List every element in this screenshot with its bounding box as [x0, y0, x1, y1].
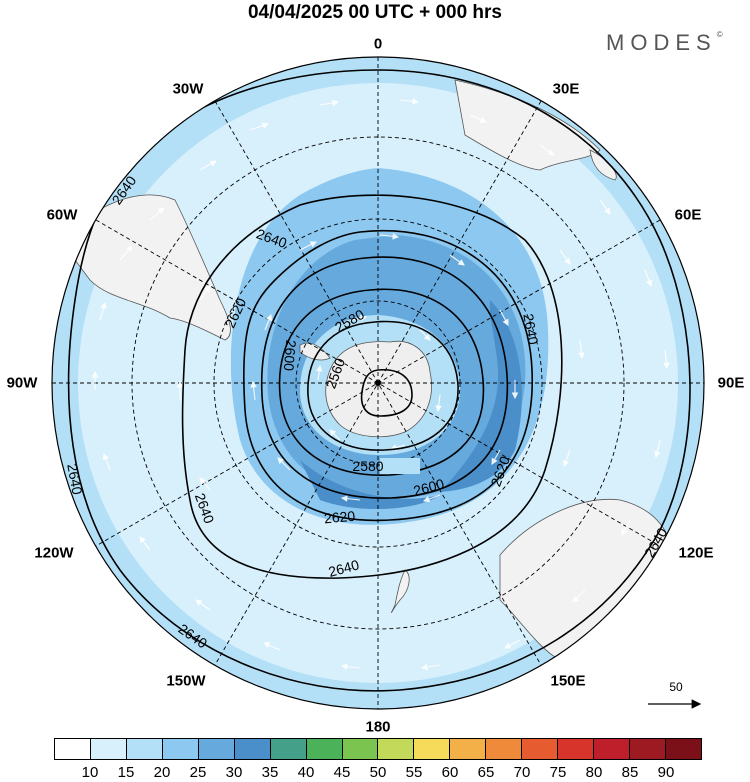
polar-map: 2580 2560 2580 2600 2600 2620 2620 2620 …	[51, 56, 705, 710]
contour-2560	[307, 320, 459, 451]
colorbar-label: 30	[225, 764, 243, 781]
colorbar-label: 10	[81, 764, 99, 781]
colorbar-label: 60	[441, 764, 459, 781]
colorbar-label: 20	[153, 764, 171, 781]
contour-2640-outer	[67, 69, 691, 692]
colorbar-cell	[198, 739, 235, 759]
lon-label-150e: 150E	[550, 672, 586, 690]
vector-reference-label: 50	[669, 680, 683, 694]
colorbar-label: 40	[297, 764, 315, 781]
brand-name: MODES	[606, 30, 717, 55]
wind-band-max	[440, 300, 522, 492]
height-contours	[67, 69, 691, 692]
colorbar-label: 70	[513, 764, 531, 781]
colorbar-cell	[630, 739, 666, 759]
lon-label-120e: 120E	[678, 544, 714, 562]
wind-band-max-2	[300, 460, 440, 510]
colorbar-cell	[450, 739, 487, 759]
colorbar-label: 80	[585, 764, 603, 781]
colorbar-cell	[665, 739, 701, 759]
colorbar-cell	[306, 739, 343, 759]
contour-2640-inner	[181, 194, 563, 579]
lon-label-150w: 150W	[166, 672, 206, 690]
colorbar-cell	[234, 739, 271, 759]
colorbar-cell	[486, 739, 523, 759]
colorbar-label: 15	[117, 764, 135, 781]
colorbar-cell	[522, 739, 559, 759]
contour-2560-core	[360, 369, 413, 417]
brand-mark: ©	[716, 30, 723, 39]
colorbar-cell	[342, 739, 379, 759]
colorbar-cell	[558, 739, 595, 759]
colorbar-cell	[90, 739, 127, 759]
colorbar-label: 45	[333, 764, 351, 781]
lon-label-90w: 90W	[6, 374, 38, 392]
contour-label-2640-b: 2640	[520, 312, 541, 346]
contour-label-2600-b: 2600	[412, 475, 446, 499]
colorbar-cell	[162, 739, 199, 759]
contour-label-2600-a: 2600	[281, 339, 300, 372]
lon-label-90e: 90E	[717, 374, 745, 392]
lon-label-30w: 30W	[172, 80, 204, 98]
lon-label-30e: 30E	[552, 80, 580, 98]
colorbar-cell	[378, 739, 415, 759]
lon-label-60e: 60E	[674, 206, 702, 224]
contour-label-2640-d: 2640	[327, 556, 361, 580]
wind-vectors	[91, 98, 670, 671]
contour-label-2580-a: 2580	[352, 458, 383, 474]
map-border	[51, 56, 705, 710]
map-title: 04/04/2025 00 UTC + 000 hrs	[247, 2, 503, 23]
colorbar-label: 50	[369, 764, 387, 781]
land-new-zealand	[390, 569, 410, 614]
lon-label-120w: 120W	[34, 544, 74, 562]
colorbar-label: 65	[477, 764, 495, 781]
lon-label-60w: 60W	[46, 206, 78, 224]
contour-label-2620-b: 2620	[323, 508, 356, 527]
colorbar-label: 90	[657, 764, 675, 781]
colorbar-label: 85	[621, 764, 639, 781]
colorbar-cell	[55, 739, 91, 759]
colorbar-label: 55	[405, 764, 423, 781]
contour-2580	[278, 288, 485, 476]
vector-reference-arrow	[648, 699, 702, 709]
pole-marker	[375, 380, 381, 386]
land-antarctica	[325, 340, 432, 438]
colorbar-cell	[594, 739, 630, 759]
land-south-america	[59, 194, 231, 341]
colorbar-cell	[270, 739, 307, 759]
colorbar-cell	[126, 739, 163, 759]
lon-label-180: 180	[365, 718, 391, 736]
colorbar-label: 35	[261, 764, 279, 781]
vector-reference: 50	[646, 680, 706, 710]
colorbar	[54, 738, 702, 760]
colorbar-cell	[414, 739, 451, 759]
colorbar-label: 25	[189, 764, 207, 781]
lon-label-0: 0	[373, 35, 383, 53]
contour-2620	[242, 230, 533, 522]
contour-2600	[260, 256, 509, 499]
colorbar-label: 75	[549, 764, 567, 781]
brand-logo: MODES©	[606, 30, 723, 56]
